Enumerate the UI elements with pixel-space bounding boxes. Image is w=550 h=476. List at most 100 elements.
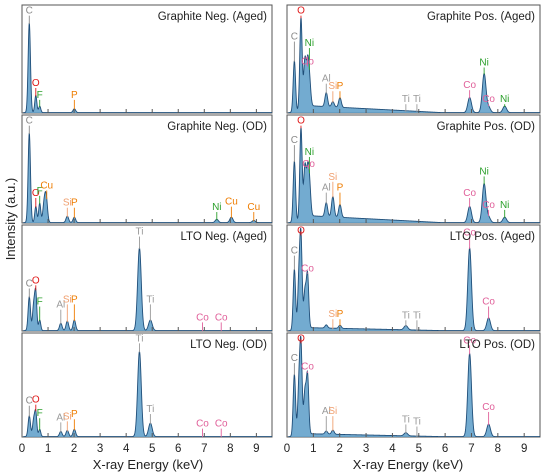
- peak-label-o: O: [297, 6, 305, 17]
- peak-label-o: O: [297, 116, 305, 127]
- peak-label-f: F: [37, 408, 43, 419]
- peak-label-p: P: [337, 183, 344, 194]
- peak-label-co: Co: [482, 297, 495, 308]
- panel-title: Graphite Pos. (Aged): [427, 11, 535, 23]
- peak-label-si: Si: [328, 172, 337, 183]
- x-tick-label: 8: [495, 443, 501, 455]
- x-tick-label: 5: [149, 443, 155, 455]
- peak-label-ni: Ni: [500, 200, 509, 211]
- x-tick-label: 6: [175, 443, 181, 455]
- peak-label-co: Co: [215, 312, 228, 323]
- peak-label-ni: Ni: [500, 94, 509, 105]
- x-tick-label: 5: [416, 443, 422, 455]
- spectrum-panel: C OF P Graphite Neg. (Aged): [21, 4, 273, 114]
- peak-label-al: Al: [56, 412, 65, 423]
- peak-label-co: Co: [463, 228, 476, 239]
- x-axis-label-left: X-ray Energy (keV): [93, 457, 204, 472]
- peak-label-c: C: [26, 278, 33, 289]
- x-tick-label: 1: [45, 443, 51, 455]
- x-tick-label: 4: [389, 443, 396, 455]
- x-tick-label: 3: [97, 443, 103, 455]
- peak-label-co: Co: [463, 188, 476, 199]
- peak-label-o: O: [32, 395, 40, 406]
- x-axis-label-right: X-ray Energy (keV): [353, 457, 464, 472]
- peak-label-co: Co: [482, 402, 495, 413]
- panel-title: Graphite Neg. (OD): [167, 121, 267, 133]
- peak-label-c: C: [291, 135, 298, 146]
- peak-label-al: Al: [322, 74, 331, 85]
- peak-label-ti: Ti: [402, 310, 410, 321]
- peak-label-p: P: [337, 309, 344, 320]
- x-tick-label: 8: [227, 443, 233, 455]
- peak-label-ti: Ti: [413, 310, 421, 321]
- peak-label-ni: Ni: [305, 147, 314, 158]
- peak-label-ti: Ti: [413, 417, 421, 428]
- peak-label-ti: Ti: [146, 404, 154, 415]
- panel-title: Graphite Neg. (Aged): [158, 11, 267, 23]
- peak-label-c: C: [26, 116, 33, 127]
- peak-label-ti: Ti: [413, 94, 421, 105]
- peak-label-ni: Ni: [305, 38, 314, 49]
- peak-label-co: Co: [301, 264, 314, 275]
- panel-title: LTO Pos. (Aged): [450, 231, 535, 243]
- peak-label-cu: Cu: [40, 180, 53, 191]
- peak-label-al: Al: [322, 406, 331, 417]
- peak-label-co: Co: [196, 419, 209, 430]
- peak-label-c: C: [26, 396, 33, 407]
- peak-label-p: P: [71, 90, 78, 101]
- peak-label-si: Si: [328, 309, 337, 320]
- peak-label-ti: Ti: [402, 94, 410, 105]
- peak-label-c: C: [291, 32, 298, 43]
- peak-label-si: Si: [328, 406, 337, 417]
- peak-label-cu: Cu: [225, 197, 238, 208]
- spectrum-area: [23, 132, 272, 223]
- x-tick-label: 9: [521, 443, 527, 455]
- x-tick-label: 7: [201, 443, 207, 455]
- peak-label-o: O: [32, 78, 40, 89]
- x-tick-label: 1: [310, 443, 316, 455]
- peak-label-co: Co: [482, 200, 495, 211]
- panel-title: LTO Pos. (OD): [459, 339, 535, 351]
- x-tick-label: 0: [19, 443, 25, 455]
- peak-label-al: Al: [56, 300, 65, 311]
- peak-label-ti: Ti: [135, 227, 143, 238]
- peak-label-o: O: [297, 225, 305, 236]
- y-axis-label: Intensity (a.u.): [3, 178, 18, 260]
- peak-label-p: P: [71, 409, 78, 420]
- peak-label-co: Co: [463, 80, 476, 91]
- peak-label-c: C: [291, 246, 298, 257]
- peak-label-co: Co: [482, 94, 495, 105]
- peak-label-ni: Ni: [479, 57, 488, 68]
- x-tick-label: 7: [468, 443, 474, 455]
- peak-label-co: Co: [301, 361, 314, 372]
- peak-label-o: O: [32, 275, 40, 286]
- peak-label-p: P: [337, 81, 344, 92]
- panel-title: LTO Neg. (OD): [190, 339, 267, 351]
- peak-label-p: P: [71, 198, 78, 209]
- peak-label-cu: Cu: [247, 202, 260, 213]
- x-tick-label: 9: [253, 443, 259, 455]
- peak-label-o: O: [32, 188, 40, 199]
- peak-label-ti: Ti: [135, 333, 143, 344]
- peak-label-al: Al: [322, 183, 331, 194]
- peak-label-c: C: [291, 353, 298, 364]
- peak-label-co: Co: [463, 335, 476, 346]
- peak-label-co: Co: [215, 419, 228, 430]
- peak-label-si: Si: [328, 81, 337, 92]
- peak-label-o: O: [297, 333, 305, 344]
- peak-label-co: Co: [196, 312, 209, 323]
- peak-label-c: C: [26, 6, 33, 17]
- panel-title: LTO Neg. (Aged): [180, 231, 267, 243]
- peak-label-p: P: [71, 294, 78, 305]
- peak-label-ti: Ti: [146, 294, 154, 305]
- peak-label-si: Si: [63, 411, 72, 422]
